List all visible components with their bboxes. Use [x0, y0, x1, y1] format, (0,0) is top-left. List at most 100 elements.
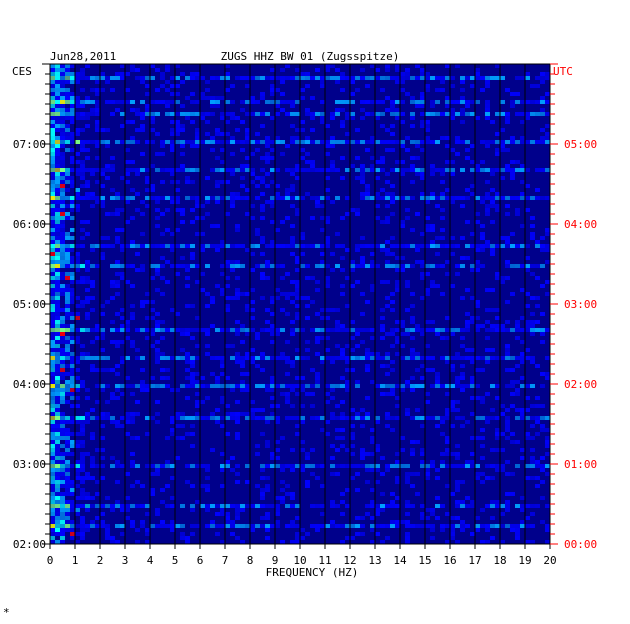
spectrogram-cell [270, 244, 275, 248]
spectrogram-cell [445, 408, 450, 412]
spectrogram-cell [340, 256, 345, 260]
spectrogram-cell [165, 368, 170, 372]
spectrogram-cell [60, 144, 65, 148]
spectrogram-cell [460, 168, 465, 172]
spectrogram-cell [455, 328, 460, 332]
spectrogram-cell [165, 140, 170, 144]
spectrogram-cell [145, 316, 150, 320]
spectrogram-cell [490, 384, 495, 388]
spectrogram-cell [270, 68, 275, 72]
spectrogram-cell [220, 328, 225, 332]
spectrogram-cell [55, 152, 60, 156]
spectrogram-cell [240, 76, 245, 80]
spectrogram-cell [340, 512, 345, 516]
spectrogram-cell [85, 148, 90, 152]
spectrogram-cell [365, 148, 370, 152]
spectrogram-cell [50, 192, 55, 196]
spectrogram-cell [65, 100, 70, 104]
spectrogram-cell [470, 192, 475, 196]
spectrogram-cell [195, 140, 200, 144]
spectrogram-cell [290, 360, 295, 364]
spectrogram-cell [110, 164, 115, 168]
spectrogram-cell [375, 416, 380, 420]
spectrogram-cell [420, 112, 425, 116]
spectrogram-cell [55, 192, 60, 196]
spectrogram-cell [225, 520, 230, 524]
spectrogram-cell [75, 496, 80, 500]
spectrogram-cell [190, 356, 195, 360]
spectrogram-cell [215, 408, 220, 412]
spectrogram-cell [370, 252, 375, 256]
spectrogram-cell [180, 356, 185, 360]
spectrogram-cell [410, 524, 415, 528]
spectrogram-cell [95, 244, 100, 248]
spectrogram-cell [255, 416, 260, 420]
spectrogram-cell [530, 524, 535, 528]
spectrogram-cell [155, 472, 160, 476]
spectrogram-cell [55, 424, 60, 428]
spectrogram-cell [110, 244, 115, 248]
spectrogram-cell [155, 264, 160, 268]
spectrogram-cell [490, 448, 495, 452]
spectrogram-cell [120, 360, 125, 364]
spectrogram-cell [110, 188, 115, 192]
spectrogram-cell [465, 348, 470, 352]
spectrogram-cell [165, 328, 170, 332]
spectrogram-cell [505, 244, 510, 248]
spectrogram-cell [340, 328, 345, 332]
spectrogram-cell [540, 340, 545, 344]
spectrogram-cell [85, 264, 90, 268]
spectrogram-cell [170, 420, 175, 424]
spectrogram-cell [95, 328, 100, 332]
spectrogram-cell [150, 120, 155, 124]
spectrogram-cell [215, 248, 220, 252]
spectrogram-cell [485, 76, 490, 80]
spectrogram-cell [105, 524, 110, 528]
spectrogram-cell [265, 516, 270, 520]
spectrogram-cell [445, 144, 450, 148]
spectrogram-cell [70, 328, 75, 332]
spectrogram-cell [430, 508, 435, 512]
spectrogram-cell [515, 388, 520, 392]
spectrogram-cell [480, 244, 485, 248]
spectrogram-cell [385, 96, 390, 100]
spectrogram-cell [165, 80, 170, 84]
spectrogram-cell [445, 136, 450, 140]
x-tick-label: 14 [393, 554, 407, 567]
spectrogram-cell [295, 316, 300, 320]
spectrogram-cell [505, 420, 510, 424]
spectrogram-cell [115, 140, 120, 144]
spectrogram-cell [165, 100, 170, 104]
spectrogram-cell [295, 176, 300, 180]
spectrogram-cell [360, 448, 365, 452]
spectrogram-cell [365, 140, 370, 144]
spectrogram-cell [440, 192, 445, 196]
spectrogram-cell [70, 508, 75, 512]
spectrogram-cell [245, 248, 250, 252]
spectrogram-cell [395, 140, 400, 144]
spectrogram-cell [535, 460, 540, 464]
spectrogram-cell [75, 256, 80, 260]
spectrogram-cell [435, 516, 440, 520]
spectrogram-cell [440, 112, 445, 116]
spectrogram-cell [270, 156, 275, 160]
spectrogram-cell [55, 436, 60, 440]
spectrogram-cell [70, 244, 75, 248]
spectrogram-cell [275, 384, 280, 388]
spectrogram-cell [475, 68, 480, 72]
spectrogram-cell [90, 328, 95, 332]
spectrogram-cell [170, 504, 175, 508]
spectrogram-cell [50, 260, 55, 264]
spectrogram-cell [465, 104, 470, 108]
spectrogram-cell [150, 64, 155, 68]
spectrogram-cell [390, 388, 395, 392]
spectrogram-cell [405, 408, 410, 412]
spectrogram-cell [510, 528, 515, 532]
spectrogram-cell [260, 384, 265, 388]
spectrogram-cell [95, 100, 100, 104]
spectrogram-cell [520, 384, 525, 388]
spectrogram-cell [455, 264, 460, 268]
spectrogram-cell [160, 180, 165, 184]
spectrogram-cell [370, 500, 375, 504]
spectrogram-cell [145, 188, 150, 192]
